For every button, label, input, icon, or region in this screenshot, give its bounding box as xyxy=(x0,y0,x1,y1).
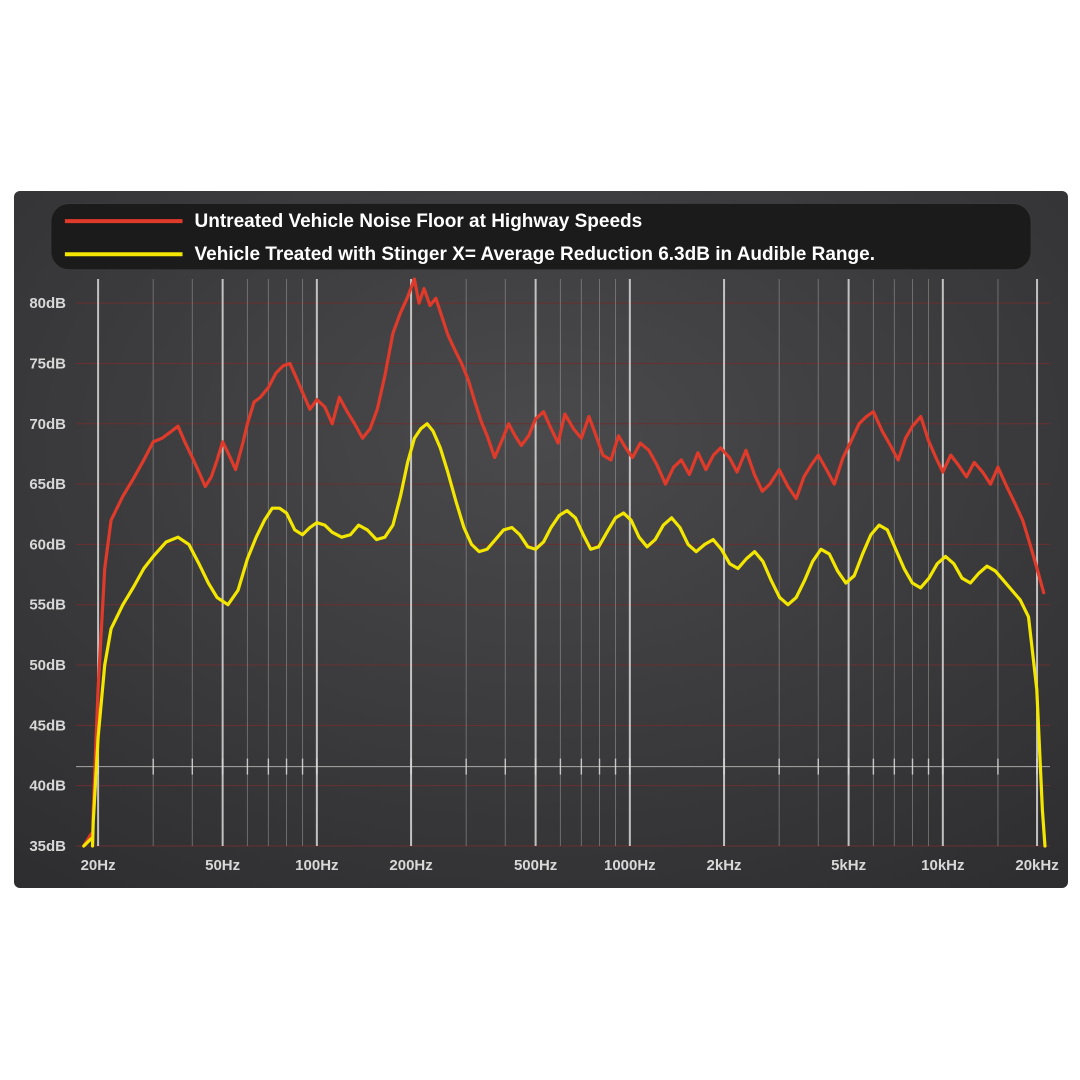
chart-svg: 35dB 40dB 45dB 50dB 55dB 60dB 65dB 70dB 75dB 80dB… xyxy=(14,191,1068,888)
x-axis-tick-label: 20kHz xyxy=(1015,857,1058,874)
x-axis-tick-label: 1000Hz xyxy=(604,857,656,874)
x-axis-tick-label: 10kHz xyxy=(921,857,964,874)
y-axis-tick-label: 75dB xyxy=(29,355,66,372)
y-axis-tick-label: 70dB xyxy=(29,416,66,433)
y-axis-tick-label: 40dB xyxy=(29,778,66,795)
noise-floor-chart: 35dB 40dB 45dB 50dB 55dB 60dB 65dB 70dB 75dB 80dB… xyxy=(14,191,1068,888)
legend-label: Vehicle Treated with Stinger X= Average … xyxy=(195,244,875,265)
x-axis-tick-label: 50Hz xyxy=(205,857,240,874)
y-axis-tick-label: 35dB xyxy=(29,838,66,855)
legend-label: Untreated Vehicle Noise Floor at Highway… xyxy=(195,211,643,232)
x-axis-tick-label: 2kHz xyxy=(707,857,742,874)
x-axis-tick-label: 500Hz xyxy=(514,857,557,874)
x-axis-tick-label: 200Hz xyxy=(389,857,432,874)
x-axis-tick-label: 5kHz xyxy=(831,857,866,874)
x-axis-tick-label: 100Hz xyxy=(295,857,338,874)
y-axis-tick-label: 45dB xyxy=(29,717,66,734)
y-axis-tick-label: 50dB xyxy=(29,657,66,674)
y-axis-tick-label: 55dB xyxy=(29,597,66,614)
legend: Untreated Vehicle Noise Floor at Highway… xyxy=(51,204,1031,270)
x-axis-tick-label: 20Hz xyxy=(81,857,116,874)
y-axis-tick-label: 65dB xyxy=(29,476,66,493)
y-axis-tick-label: 60dB xyxy=(29,536,66,553)
y-axis-tick-label: 80dB xyxy=(29,295,66,312)
